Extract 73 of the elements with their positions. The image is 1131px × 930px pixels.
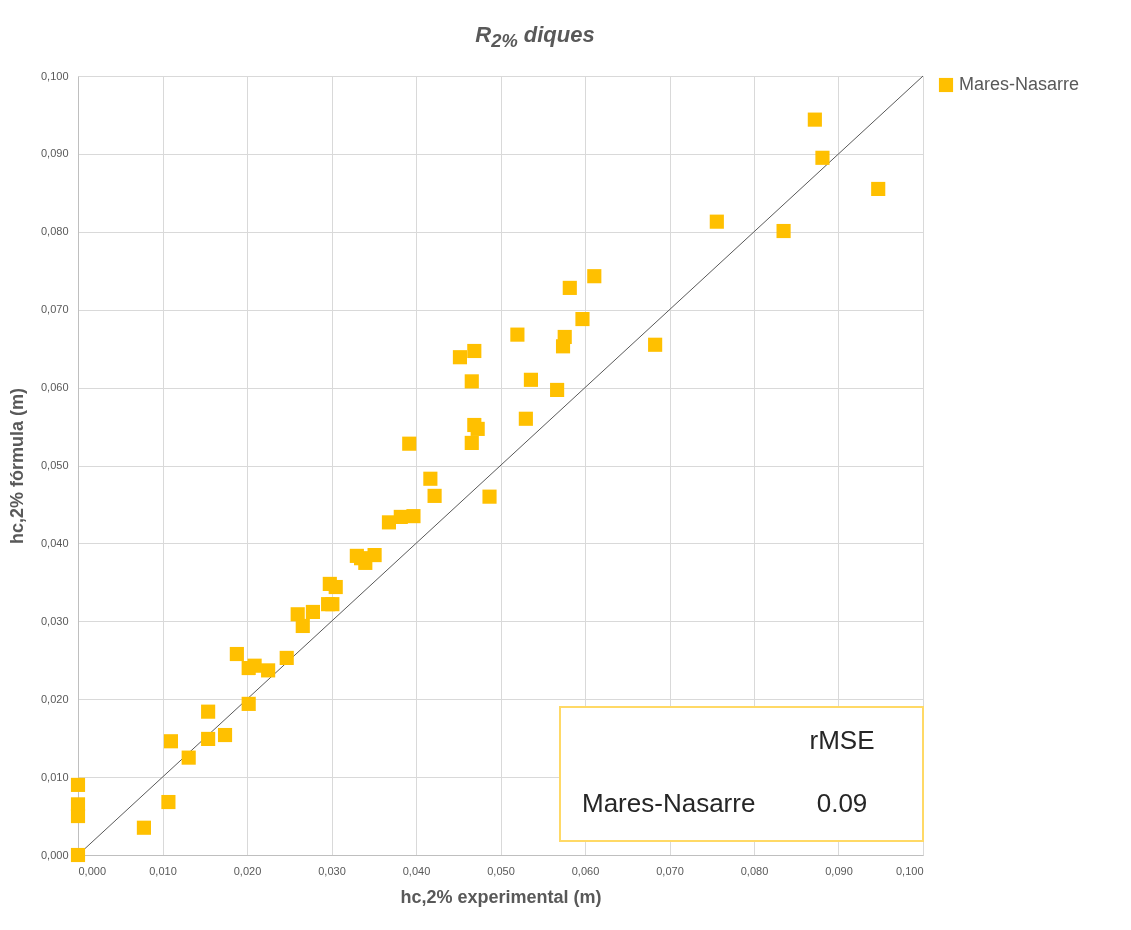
point [328, 579, 343, 595]
x-tick-label: 0,080 [740, 864, 769, 877]
point [482, 489, 497, 504]
point [136, 820, 151, 835]
x-tick-label: 0,100 [895, 864, 924, 877]
point [510, 327, 525, 342]
point [402, 436, 417, 451]
x-tick-label: 0,050 [487, 864, 515, 877]
y-tick-label: 0,070 [40, 303, 69, 316]
point [70, 847, 86, 863]
x-tick-label: 0,060 [571, 864, 600, 877]
point [247, 658, 262, 673]
point [470, 421, 485, 436]
x-axis-title: hc,2% experimental (m) [400, 886, 602, 907]
point [452, 350, 468, 365]
y-tick-label: 0,030 [40, 614, 69, 627]
x-tick-label: 0,030 [318, 864, 346, 877]
x-tick-label: 0,040 [402, 864, 431, 877]
point [871, 181, 886, 197]
chart-title: R$_{2%}$ diques [474, 22, 596, 53]
point [367, 548, 382, 563]
point [807, 112, 822, 127]
point [70, 808, 86, 824]
legend-label: Mares-Nasarre [959, 74, 1080, 94]
x-tick-label: 0,000 [78, 864, 107, 877]
x-tick-label: 0,070 [656, 864, 684, 877]
annotation: Mares-Nasarre [582, 788, 756, 818]
point [305, 604, 320, 620]
point [518, 411, 533, 426]
y-tick-label: 0,000 [40, 848, 69, 861]
point [406, 509, 421, 524]
point [325, 597, 340, 612]
point [562, 280, 577, 295]
point [464, 374, 479, 389]
y-tick-label: 0,050 [40, 459, 69, 471]
y-tick-label: 0,080 [40, 225, 69, 238]
x-tick-label: 0,010 [149, 864, 177, 877]
point [163, 734, 179, 749]
point [427, 488, 442, 503]
point [709, 214, 724, 229]
point [261, 663, 276, 678]
point [523, 372, 538, 387]
y-tick-label: 0,100 [40, 69, 69, 82]
point [279, 650, 294, 665]
point [161, 794, 176, 810]
point [201, 731, 216, 746]
point [217, 727, 233, 743]
annotation: 0.09 [816, 788, 868, 818]
point [550, 382, 565, 398]
y-tick-label: 0,020 [40, 692, 69, 705]
y-tick-label: 0,090 [40, 147, 69, 160]
x-tick-label: 0,020 [233, 864, 262, 877]
point [557, 329, 572, 345]
point [464, 435, 479, 450]
point [776, 223, 791, 239]
y-tick-label: 0,060 [40, 381, 69, 394]
point [648, 337, 663, 352]
point [423, 471, 438, 486]
y-tick-label: 0,010 [40, 770, 69, 783]
point [181, 750, 196, 765]
point [587, 269, 602, 284]
point [70, 777, 86, 792]
point [295, 618, 310, 634]
point [241, 696, 256, 711]
point [467, 343, 482, 359]
y-tick-label: 0,040 [40, 536, 69, 549]
annotation: rMSE [809, 725, 875, 755]
point [815, 150, 830, 165]
x-tick-label: 0,090 [825, 864, 853, 877]
point [229, 646, 244, 662]
point [201, 704, 216, 719]
y-axis-title: hc,2% fórmula (m) [6, 387, 27, 545]
point [575, 311, 590, 327]
